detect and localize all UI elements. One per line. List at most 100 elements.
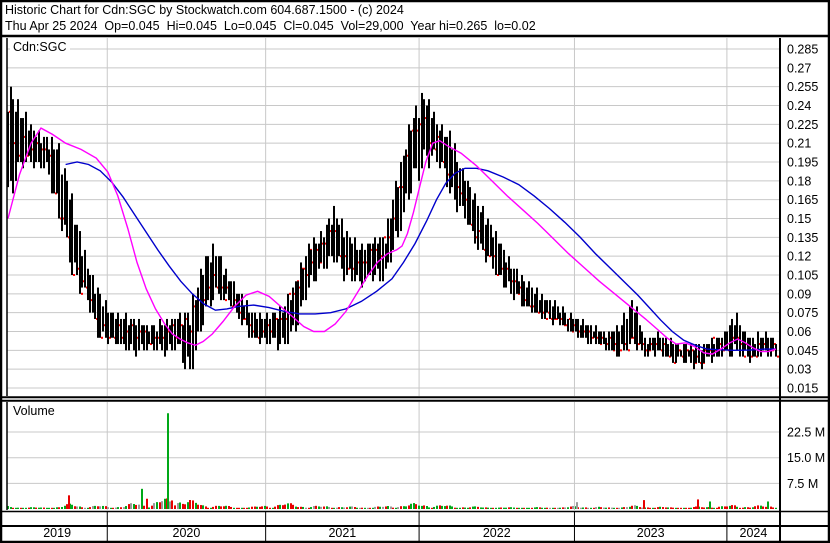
close-tick <box>777 355 779 358</box>
volume-bar <box>464 507 466 509</box>
price-bar <box>469 187 471 225</box>
volume-bar <box>688 507 690 509</box>
volume-bar <box>433 506 435 509</box>
price-bar <box>575 318 577 332</box>
volume-bar <box>128 504 130 509</box>
volume-bar <box>38 507 40 509</box>
volume-bar <box>56 507 58 509</box>
price-bar <box>346 231 348 275</box>
volume-bar <box>564 507 566 509</box>
price-bar <box>485 224 487 263</box>
price-bar <box>248 312 250 338</box>
volume-bar <box>22 507 24 509</box>
price-bar <box>277 318 279 351</box>
price-bar <box>677 344 679 357</box>
volume-bar <box>503 507 505 509</box>
price-bar <box>305 256 307 301</box>
volume-bar <box>184 504 186 509</box>
volume-bar <box>731 505 733 509</box>
price-bar <box>462 168 464 206</box>
price-bar <box>120 318 122 345</box>
price-bar <box>456 162 458 213</box>
price-bar <box>582 318 584 338</box>
volume-bar <box>754 506 756 509</box>
price-bar <box>477 205 479 250</box>
volume-bar <box>713 507 715 509</box>
volume-bar <box>112 507 114 509</box>
price-bar <box>744 331 746 351</box>
price-bar <box>97 287 99 338</box>
price-bar <box>665 337 667 357</box>
volume-bar <box>641 507 643 509</box>
volume-bar <box>76 506 78 509</box>
volume-bar <box>189 500 191 509</box>
volume-bar <box>349 506 351 509</box>
price-bar <box>81 256 83 288</box>
volume-bar <box>207 507 209 509</box>
volume-bar <box>318 506 320 509</box>
price-bar <box>701 350 703 370</box>
price-bar <box>421 92 423 169</box>
price-bar <box>688 350 690 357</box>
price-bar <box>351 243 353 282</box>
price-bar <box>436 124 438 162</box>
price-bar <box>254 312 256 338</box>
volume-bar <box>428 507 430 509</box>
price-bar <box>99 293 101 338</box>
volume-bar <box>326 506 328 509</box>
price-bar <box>197 287 199 332</box>
volume-bar <box>490 507 492 509</box>
volume-bar <box>374 506 376 509</box>
volume-bar <box>677 507 679 509</box>
price-bar <box>572 318 574 332</box>
year-label: 2020 <box>173 526 201 540</box>
price-bar <box>367 243 369 275</box>
price-bar <box>634 312 636 345</box>
price-bar <box>467 180 469 225</box>
volume-bar <box>218 505 220 509</box>
price-axis-label: 0.105 <box>787 269 818 283</box>
volume-bar <box>760 505 762 509</box>
price-bar <box>474 193 476 244</box>
volume-axis-label: 7.5 M <box>787 477 818 491</box>
price-axis-label: 0.15 <box>787 212 811 226</box>
volume-bar <box>74 506 76 509</box>
price-bar <box>38 130 40 162</box>
price-bar <box>623 312 625 351</box>
price-bar <box>179 312 181 345</box>
price-bar <box>146 325 148 351</box>
year-label: 2022 <box>483 526 511 540</box>
volume-bar <box>505 507 507 509</box>
volume-bar <box>356 507 358 509</box>
volume-bar <box>531 507 533 509</box>
volume-bar <box>415 504 417 509</box>
volume-bar <box>87 507 89 509</box>
price-bar <box>534 293 536 313</box>
volume-bar <box>105 506 107 509</box>
volume-bar <box>164 498 166 509</box>
volume-bar <box>726 506 728 509</box>
price-bar <box>708 344 710 357</box>
price-bar <box>408 124 410 200</box>
year-label: 2024 <box>740 526 768 540</box>
volume-bar <box>397 507 399 509</box>
volume-bar <box>498 507 500 509</box>
price-bar <box>552 306 554 326</box>
price-bar <box>647 344 649 357</box>
price-bar <box>292 287 294 326</box>
volume-bar <box>238 507 240 509</box>
price-bar <box>580 325 582 338</box>
price-bar <box>498 243 500 275</box>
price-bar <box>374 237 376 275</box>
volume-spike <box>68 495 70 509</box>
volume-bar <box>295 506 297 509</box>
price-bar <box>43 136 45 169</box>
price-bar <box>320 231 322 263</box>
volume-bar <box>585 507 587 509</box>
volume-bar <box>177 503 179 509</box>
volume-bar <box>400 506 402 509</box>
price-bar <box>441 124 443 162</box>
volume-bar <box>179 502 181 509</box>
